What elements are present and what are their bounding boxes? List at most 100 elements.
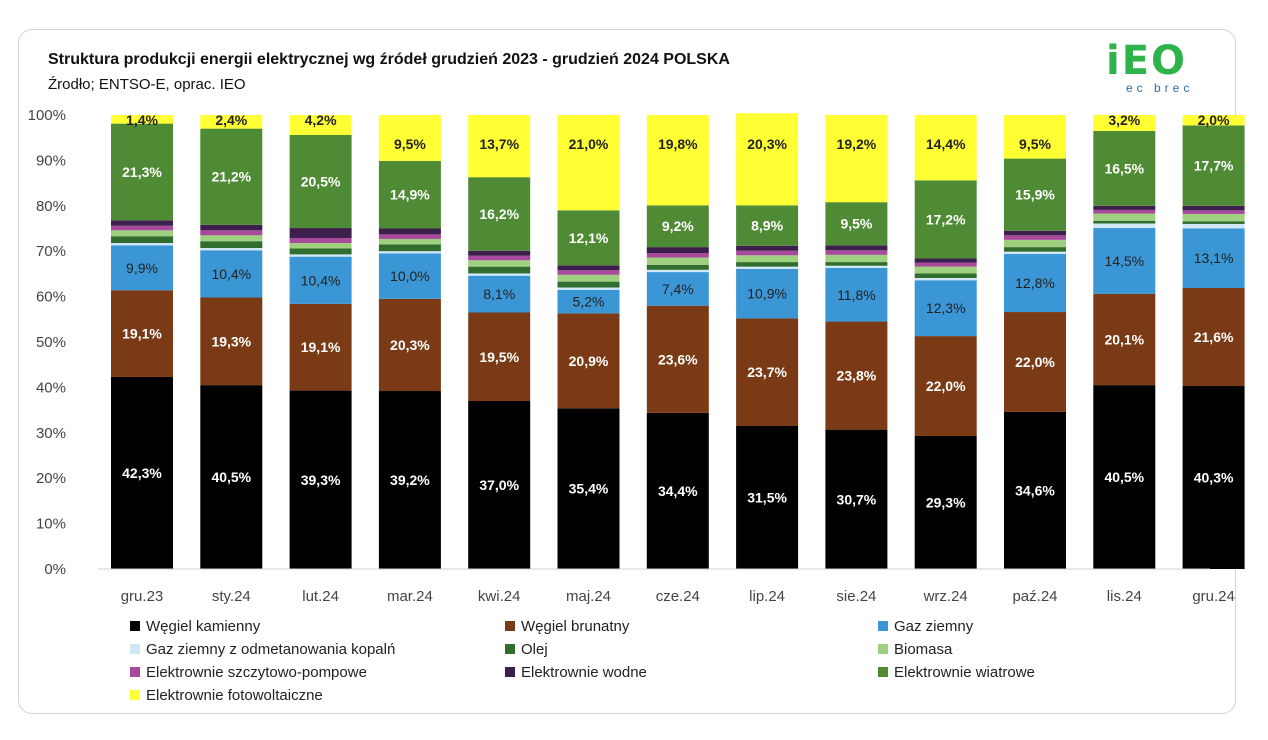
x-tick-label: sty.24 <box>212 588 251 605</box>
bar-segment <box>468 401 531 569</box>
legend-swatch <box>130 690 140 700</box>
bar-segment <box>111 290 173 377</box>
x-tick-label: wrz.24 <box>923 588 968 605</box>
bar-segment <box>1004 230 1066 236</box>
bar-segment <box>557 313 620 409</box>
bar-segment <box>378 391 441 569</box>
bar-segment <box>557 281 620 288</box>
data-label: 1,4% <box>126 112 158 128</box>
legend-item: Węgiel kamienny <box>130 618 260 638</box>
data-label: 20,5% <box>301 174 341 190</box>
bar-segment <box>1182 205 1245 211</box>
bar-segment <box>825 254 888 263</box>
bar-segment <box>289 243 352 249</box>
bar-segment <box>1182 213 1245 222</box>
bar-segment <box>1093 130 1156 206</box>
y-tick-label: 30% <box>36 425 66 442</box>
y-tick-label: 60% <box>36 289 66 306</box>
data-label: 40,3% <box>1194 470 1234 486</box>
legend-item: Gaz ziemny z odmetanowania kopalń <box>130 641 395 661</box>
bar-segment <box>289 254 352 257</box>
legend-swatch <box>130 667 140 677</box>
data-label: 40,5% <box>1104 469 1144 485</box>
bar-segment <box>468 177 531 251</box>
bar-segment <box>914 273 977 278</box>
bar-segment <box>378 238 441 245</box>
bar-segment <box>1093 115 1156 117</box>
legend-label: Biomasa <box>894 641 953 658</box>
bar-segment <box>289 238 352 244</box>
bar-segment <box>289 248 352 255</box>
bar-segment <box>736 113 799 206</box>
bar-segment <box>825 265 888 268</box>
bar-segment <box>557 210 620 266</box>
data-label: 23,7% <box>747 364 787 380</box>
logo-subtext: ec brec <box>1126 81 1194 95</box>
data-label: 10,4% <box>211 266 251 282</box>
bar-segment <box>825 115 888 203</box>
bar-segment <box>646 115 709 206</box>
bar-segment <box>914 435 977 569</box>
legend-label: Węgiel brunatny <box>521 618 630 635</box>
bar-segment <box>200 117 263 129</box>
bar-segment <box>378 253 441 299</box>
bar-segment <box>646 247 709 254</box>
x-tick-label: paź.24 <box>1012 588 1057 605</box>
bar-segment <box>111 243 173 246</box>
bar-segment <box>289 390 352 569</box>
bar-segment <box>914 336 977 436</box>
x-tick-label: cze.24 <box>656 588 700 605</box>
logo-text: iEO <box>1106 38 1188 84</box>
x-tick-label: gru.23 <box>121 588 164 605</box>
bar-segment <box>111 115 173 118</box>
bar-segment <box>200 297 263 386</box>
bar-segment <box>200 250 263 298</box>
bar-segment <box>378 160 441 229</box>
bar-segment <box>1182 210 1245 214</box>
bar-segment <box>736 262 799 267</box>
legend-swatch <box>505 667 515 677</box>
legend-item: Biomasa <box>878 641 952 661</box>
bar-segment <box>289 115 352 135</box>
bar-segment <box>111 236 173 244</box>
data-label: 12,8% <box>1015 275 1055 291</box>
chart-subtitle: Źrodło; ENTSO-E, oprac. IEO <box>48 76 246 93</box>
bar-segment <box>557 289 620 314</box>
legend-label: Elektrownie wiatrowe <box>894 664 1035 681</box>
legend-label: Gaz ziemny <box>894 618 974 635</box>
bar-segment <box>1004 158 1066 231</box>
bar-segment <box>111 123 173 221</box>
data-label: 34,6% <box>1015 482 1055 498</box>
data-label: 21,2% <box>211 169 251 185</box>
bar-segment <box>1093 228 1156 294</box>
data-label: 12,3% <box>926 300 966 316</box>
legend-swatch <box>505 621 515 631</box>
data-label: 8,1% <box>483 286 515 302</box>
legend-swatch <box>505 644 515 654</box>
chart-title: Struktura produkcji energii elektrycznej… <box>48 51 730 68</box>
bar-segment <box>1182 386 1245 569</box>
bar-segment <box>557 115 620 211</box>
data-label: 9,5% <box>840 216 872 232</box>
data-label: 21,0% <box>569 136 609 152</box>
data-label: 10,9% <box>747 286 787 302</box>
data-label: 35,4% <box>569 481 609 497</box>
legend-swatch <box>878 621 888 631</box>
data-label: 9,2% <box>662 218 694 234</box>
bar-segment <box>646 264 709 270</box>
bar-segment <box>1004 239 1066 248</box>
bar-segment <box>736 250 799 256</box>
bar-segment <box>1004 235 1066 240</box>
bar-segment <box>378 115 441 118</box>
data-label: 22,0% <box>926 378 966 394</box>
bar-segment <box>1093 293 1156 386</box>
data-label: 19,1% <box>301 339 341 355</box>
bar-segment <box>468 312 531 402</box>
bar-segment <box>736 205 799 246</box>
bar-segment <box>200 128 263 225</box>
data-label: 20,3% <box>390 337 430 353</box>
bar-segment <box>1182 228 1245 288</box>
bar-segment <box>289 256 352 304</box>
bar-segment <box>289 303 352 391</box>
